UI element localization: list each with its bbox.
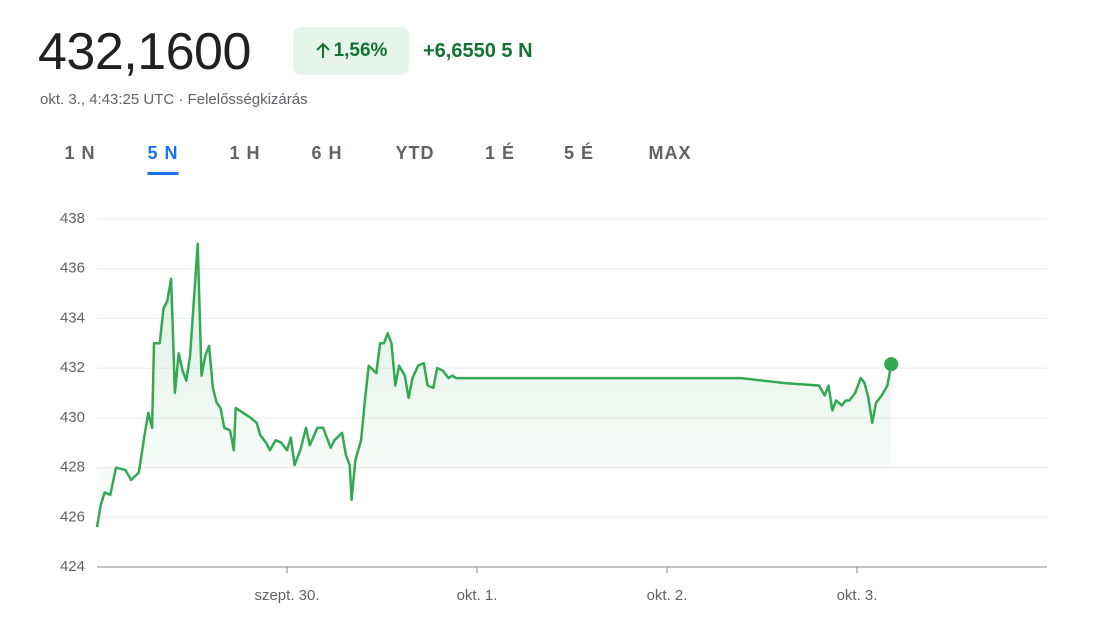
range-tab[interactable]: YTD xyxy=(395,143,435,163)
y-tick-label: 430 xyxy=(60,409,85,426)
timestamp: okt. 3., 4:43:25 UTC · Felelősségkizárás xyxy=(40,91,308,108)
price-line xyxy=(95,242,893,528)
price: 432,1600 xyxy=(38,23,251,81)
y-tick-label: 426 xyxy=(60,508,85,525)
area-fill xyxy=(97,243,892,528)
y-tick-label: 432 xyxy=(60,359,85,376)
y-tick-label: 428 xyxy=(60,459,85,476)
x-tick-label: okt. 1. xyxy=(457,587,498,604)
y-tick-label: 436 xyxy=(60,260,85,277)
range-tab[interactable]: 1 H xyxy=(229,143,261,163)
x-tick-label: okt. 2. xyxy=(647,587,688,604)
last-point xyxy=(884,357,899,372)
change-chip: 1,56% xyxy=(293,27,409,75)
range-tab[interactable]: 1 N xyxy=(64,143,96,163)
y-tick-label: 424 xyxy=(60,558,85,575)
y-tick-label: 438 xyxy=(60,210,85,227)
up-arrow xyxy=(315,42,330,58)
range-tab[interactable]: 6 H xyxy=(311,143,343,163)
y-tick-label: 434 xyxy=(60,309,85,326)
change-percent: 1,56% xyxy=(333,40,388,61)
x-tick-label: okt. 3. xyxy=(837,587,878,604)
range-tab[interactable]: MAX xyxy=(648,143,692,163)
change-absolute: +6,6550 5 N xyxy=(423,40,533,62)
range-tab[interactable]: 5 É xyxy=(563,143,595,163)
x-tick-label: szept. 30. xyxy=(254,587,319,604)
range-tab[interactable]: 1 É xyxy=(484,143,516,163)
range-tab[interactable]: 5 N xyxy=(147,143,179,175)
